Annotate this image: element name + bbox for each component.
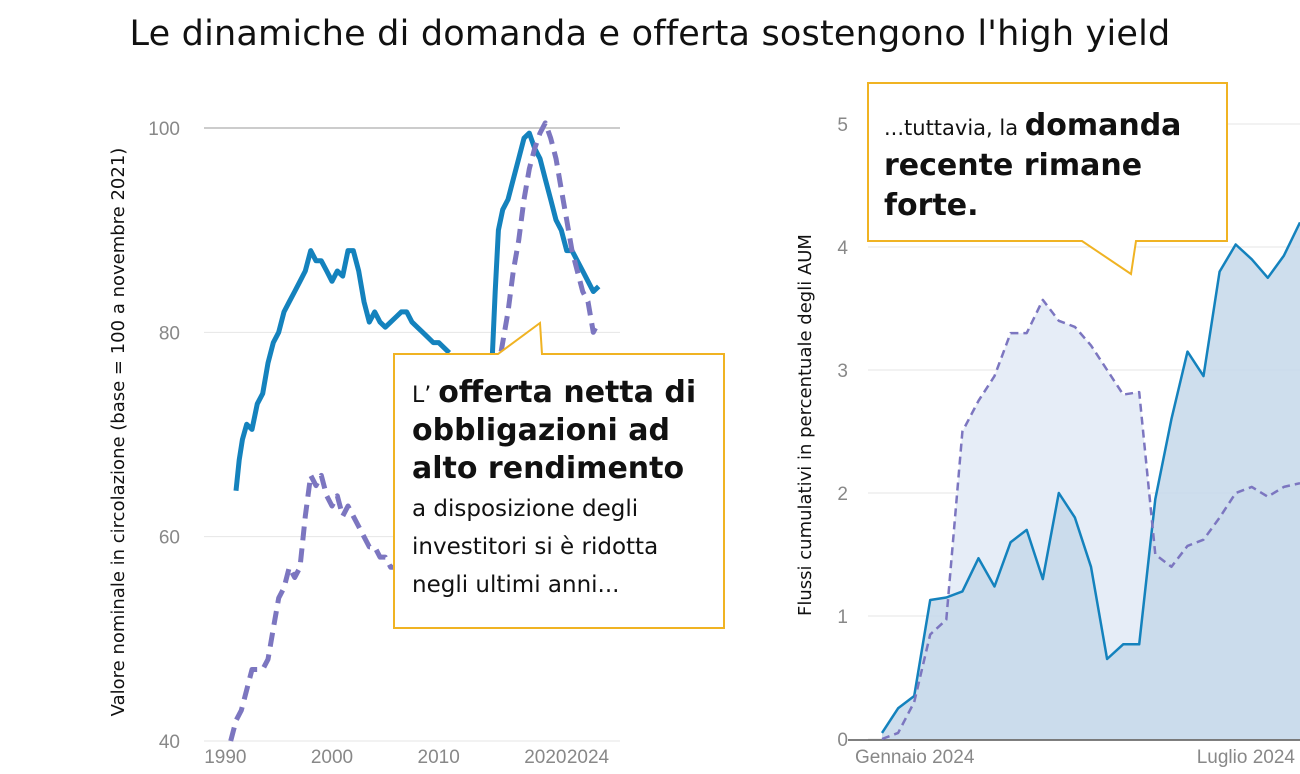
right-y-axis-label: Flussi cumulativi in percentuale degli A… [795,234,816,616]
left-callout-lead: L’ [412,383,439,408]
right-y-tick-label: 0 [837,730,848,751]
right-y-tick-label: 3 [837,361,848,382]
chart-title: Le dinamiche di domanda e offerta sosten… [129,14,1171,54]
left-y-tick-label: 100 [148,119,180,140]
right-callout-box [867,82,1228,276]
right-y-tick-label: 2 [837,484,848,505]
left-y-axis-label: Valore nominale in circolazione (base = … [108,148,129,717]
right-y-tick-label: 1 [837,607,848,628]
right-dashed-series-line [881,298,1300,741]
right-ticks: 0 1 2 3 4 5 Gennaio 2024 Luglio 2024 [837,115,1295,768]
right-callout-lead: ...tuttavia, la [884,116,1025,140]
left-callout: L’ offerta netta di obbligazioni ad alto… [412,374,712,604]
left-callout-bold: offerta netta di obbligazioni ad alto re… [412,375,697,486]
right-areas [882,222,1300,739]
left-x-tick-label: 1990 [204,747,246,768]
left-x-tick-label: 2024 [567,747,610,768]
left-solid-series-line [489,130,601,364]
right-y-tick-label: 4 [837,238,848,259]
left-callout-text: a disposizione degli investitori si è ri… [412,496,659,598]
right-callout: ...tuttavia, la domanda recente rimane f… [884,106,1224,226]
left-lines [228,120,601,742]
left-callout-box [393,321,725,629]
right-x-tick-label: Gennaio 2024 [855,747,975,768]
left-dashed-series-line [494,120,601,374]
left-y-tick-label: 40 [159,732,180,753]
right-x-tick-label: Luglio 2024 [1197,747,1296,768]
left-y-tick-label: 60 [159,528,180,549]
right-solid-series-area [882,222,1300,739]
left-solid-series-line [233,248,452,491]
left-x-tick-label: 2020 [524,747,566,768]
left-dashed-series-line [228,472,396,742]
right-y-tick-label: 5 [837,115,848,136]
right-callout-bold: domanda recente rimane forte. [884,108,1182,223]
right-solid-series-line [880,221,1300,734]
left-ticks: 40 60 80 100 1990 2000 2010 2020 2024 [148,119,609,768]
left-y-tick-label: 80 [159,323,180,344]
left-x-tick-label: 2010 [418,747,460,768]
left-x-tick-label: 2000 [311,747,353,768]
right-lines [880,221,1300,741]
